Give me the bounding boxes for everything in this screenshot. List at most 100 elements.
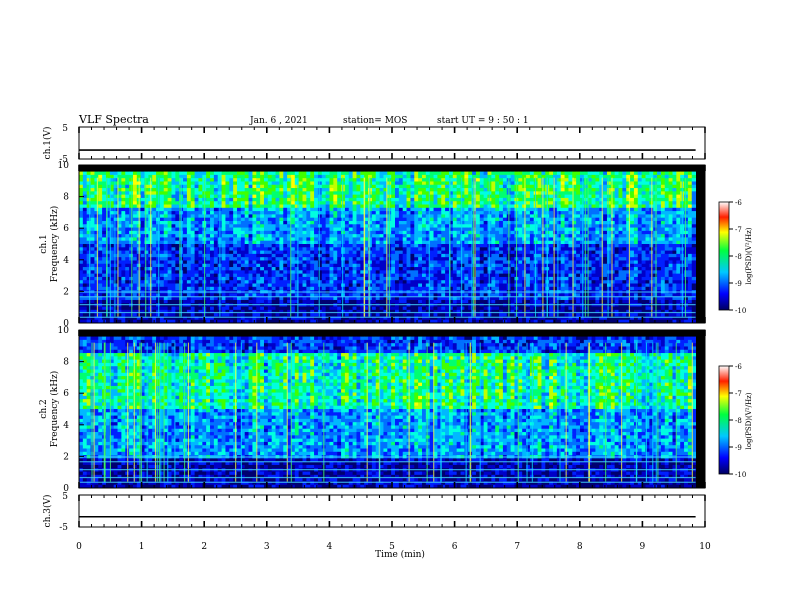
spectrogram-cell bbox=[337, 191, 342, 196]
spectrogram-cell bbox=[121, 260, 126, 265]
spectrogram-cell bbox=[475, 313, 481, 317]
spectrogram-cell bbox=[483, 263, 488, 268]
spectrogram-cell bbox=[105, 247, 111, 251]
spectrogram-cell bbox=[310, 299, 315, 304]
spectrogram-cell bbox=[260, 240, 265, 245]
spectrogram-cell bbox=[302, 220, 307, 225]
spectrogram-cell bbox=[125, 184, 130, 189]
spectrogram-cell bbox=[468, 197, 473, 202]
spectrogram-cell bbox=[252, 280, 257, 284]
spectrogram-cell bbox=[414, 250, 419, 255]
spectrogram-cell bbox=[167, 188, 172, 192]
spectrogram-cell bbox=[213, 260, 219, 265]
spectrogram-cell bbox=[448, 237, 454, 242]
spectrogram-cell bbox=[125, 293, 130, 298]
spectrogram-cell bbox=[279, 224, 284, 228]
spectrogram-cell bbox=[448, 306, 454, 311]
spectrogram-cell bbox=[360, 309, 365, 314]
spectrogram-cell bbox=[90, 184, 95, 189]
spectrogram-cell bbox=[183, 230, 188, 235]
spectrogram-cell bbox=[306, 224, 311, 228]
spectrogram-cell bbox=[244, 253, 249, 258]
spectrogram-cell bbox=[159, 171, 165, 176]
spectrogram-cell bbox=[140, 181, 145, 186]
spectrogram-cell bbox=[105, 319, 111, 324]
spectrogram-cell bbox=[287, 171, 292, 176]
spectrogram-cell bbox=[98, 194, 103, 199]
spectrogram-cell bbox=[140, 296, 145, 301]
spectrogram-cell bbox=[348, 237, 354, 242]
spectrogram-cell bbox=[90, 299, 95, 304]
spectrogram-cell bbox=[433, 260, 438, 265]
spectrogram-cell bbox=[167, 280, 172, 284]
spectrogram-cell bbox=[445, 253, 450, 258]
spectrogram-cell bbox=[398, 309, 404, 314]
spectrogram-cell bbox=[406, 181, 411, 186]
spectrogram-cell bbox=[175, 319, 180, 324]
spectrogram-cell bbox=[483, 191, 488, 196]
spectrogram-cell bbox=[260, 191, 265, 196]
spectrogram-cell bbox=[429, 201, 434, 205]
spectrogram-cell bbox=[287, 178, 292, 182]
spectrogram-cell bbox=[468, 211, 473, 215]
spectrogram-cell bbox=[94, 263, 99, 268]
spectrogram-cell bbox=[375, 224, 380, 228]
spectrogram-cell bbox=[210, 191, 215, 196]
spectrogram-cell bbox=[267, 230, 273, 235]
spectrogram-cell bbox=[356, 181, 361, 186]
spectrogram-cell bbox=[406, 227, 411, 232]
spectrogram-cell bbox=[302, 227, 307, 232]
spectrogram-cell bbox=[144, 230, 149, 235]
spectrogram-cell bbox=[244, 283, 249, 288]
spectrogram-cell bbox=[183, 188, 188, 192]
spectrogram-cell bbox=[479, 306, 485, 311]
spectrogram-cell bbox=[279, 207, 284, 212]
spectrogram-cell bbox=[294, 234, 300, 238]
spectrogram-cell bbox=[79, 319, 84, 324]
spectrogram-cell bbox=[352, 240, 357, 245]
spectrogram-cell bbox=[344, 253, 350, 258]
spectrogram-cell bbox=[206, 247, 211, 251]
spectrogram-cell bbox=[140, 247, 145, 251]
spectrogram-cell bbox=[475, 260, 481, 265]
spectrogram-cell bbox=[368, 174, 373, 179]
spectrogram-cell bbox=[132, 171, 138, 176]
spectrogram-cell bbox=[425, 276, 431, 281]
spectrogram-cell bbox=[206, 207, 211, 212]
spectrogram-cell bbox=[371, 220, 377, 225]
spectrogram-cell bbox=[352, 197, 357, 202]
spectrogram-cell bbox=[375, 197, 380, 202]
spectrogram-cell bbox=[344, 247, 350, 251]
spectrogram-cell bbox=[460, 263, 465, 268]
spectrogram-cell bbox=[287, 240, 292, 245]
spectrogram-cell bbox=[375, 184, 380, 189]
spectrogram-cell bbox=[448, 191, 454, 196]
spectrogram-cell bbox=[479, 224, 485, 228]
spectrogram-cell bbox=[283, 237, 288, 242]
spectrogram-cell bbox=[163, 273, 169, 278]
spectrogram-cell bbox=[129, 204, 134, 209]
spectrogram-cell bbox=[221, 316, 226, 321]
spectrogram-cell bbox=[144, 273, 149, 278]
spectrogram-cell bbox=[283, 253, 288, 258]
spectrogram-cell bbox=[414, 309, 419, 314]
spectrogram-cell bbox=[117, 247, 122, 251]
spectrogram-cell bbox=[125, 263, 130, 268]
spectrogram-cell bbox=[448, 299, 454, 304]
spectrogram-cell bbox=[252, 299, 257, 304]
spectrogram-cell bbox=[206, 174, 211, 179]
spectrogram-cell bbox=[287, 250, 292, 255]
spectrogram-cell bbox=[98, 247, 103, 251]
spectrogram-cell bbox=[117, 220, 122, 225]
spectrogram-cell bbox=[86, 217, 91, 222]
spectrogram-cell bbox=[479, 181, 485, 186]
spectrogram-cell bbox=[206, 184, 211, 189]
spectrogram-cell bbox=[98, 217, 103, 222]
spectrogram-cell bbox=[325, 207, 330, 212]
spectrogram-cell bbox=[109, 299, 115, 304]
spectrogram-cell bbox=[468, 306, 473, 311]
spectrogram-cell bbox=[159, 306, 165, 311]
spectrogram-cell bbox=[159, 283, 165, 288]
spectrogram-cell bbox=[294, 207, 300, 212]
spectrogram-cell bbox=[398, 299, 404, 304]
